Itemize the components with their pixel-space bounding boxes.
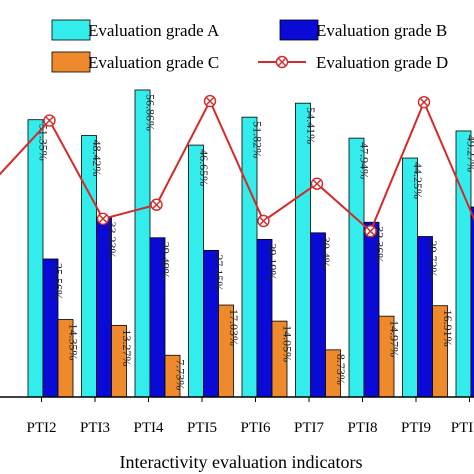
bar-value-label: 29.19% <box>266 243 280 280</box>
bar-value-label: 29.49% <box>159 242 173 279</box>
bar-labels-layer: 51.35% 48.42% 56.86% 46.65% 51.82% 54.41% 47.9… <box>37 94 474 390</box>
bar-value-label: 29.72% <box>426 241 440 278</box>
bar-value-label: 17.03% <box>227 309 241 346</box>
legend-label: Evaluation grade D <box>316 53 448 72</box>
bar-value-label: 48.42% <box>90 140 104 177</box>
bar-value-label: 8.73% <box>334 354 348 385</box>
line-point-pti6 <box>257 214 270 228</box>
legend-label: Evaluation grade C <box>88 53 219 72</box>
bar-a-pti6 <box>241 116 258 398</box>
bar-value-label: 16.91% <box>441 310 455 347</box>
legend-item-1: Evaluation grade A <box>51 19 220 41</box>
bar-value-label: 25.56% <box>52 263 66 300</box>
bar-a-pti7 <box>295 102 311 398</box>
bars-layer <box>27 89 474 398</box>
bar-value-label: 49.27% <box>465 135 474 172</box>
bar-a-pti4 <box>134 89 151 398</box>
x-tick-label-pti2: PTI2 <box>27 420 57 436</box>
bar-value-label: 14.05% <box>281 325 295 362</box>
line-point-pti3 <box>96 212 110 226</box>
x-tick-label-pti3: PTI3 <box>80 420 110 436</box>
bar-value-label: 46.65% <box>197 149 211 186</box>
x-tick-label-pti8: PTI8 <box>348 420 378 436</box>
line-point-pti5 <box>203 94 217 108</box>
line-point-pti8 <box>364 225 377 238</box>
bar-value-label: 44.25% <box>411 162 425 199</box>
x-ticks-layer: PTI2 PTI3 PTI4 PTI5 PTI6 PTI7 PTI8 PTI9 PTI10 <box>27 397 474 436</box>
line-point-pti9 <box>417 95 431 109</box>
x-tick-label-pti5: PTI5 <box>187 420 217 436</box>
bar-a-pti2 <box>27 119 44 398</box>
line-point-pti4 <box>150 198 163 211</box>
bar-value-label: 13.27% <box>120 329 134 366</box>
legend-item-4: Evaluation grade D <box>258 53 448 72</box>
bar-value-label: 14.35% <box>67 324 81 361</box>
x-tick-label-pti7: PTI7 <box>294 420 325 436</box>
bar-value-label: 14.97% <box>388 320 402 357</box>
bar-value-label: 51.82% <box>251 121 265 158</box>
bar-value-label: 7.73% <box>174 359 188 390</box>
x-axis-label: Interactivity evaluation indicators <box>120 452 363 472</box>
bar-value-label: 27.15% <box>212 254 226 291</box>
legend-label: Evaluation grade A <box>88 21 220 40</box>
line-layer <box>0 94 474 238</box>
legend-label: Evaluation grade B <box>316 21 447 40</box>
x-tick-label-pti4: PTI4 <box>134 420 165 436</box>
line-point-pti2 <box>43 114 56 127</box>
bar-value-label: 33.23% <box>105 222 119 259</box>
bar-value-label: 30.4% <box>319 237 333 268</box>
legend-swatch <box>51 51 91 73</box>
x-tick-label-pti9: PTI9 <box>401 420 431 436</box>
legend-item-2: Evaluation grade B <box>279 19 447 41</box>
bar-value-label: 51.35% <box>37 124 51 161</box>
x-tick-label-pti6: PTI6 <box>241 420 272 436</box>
bar-value-label: 47.94% <box>358 142 372 179</box>
bar-value-label: 54.41% <box>304 107 318 144</box>
legend-swatch <box>51 19 91 41</box>
bar-b-pti10 <box>470 206 474 398</box>
bar-value-label: 32.36% <box>373 226 387 263</box>
legend: Evaluation grade A Evaluation grade B Eval… <box>51 19 448 73</box>
x-tick-label-pti10: PTI10 <box>451 420 474 436</box>
bar-value-label: 56.86% <box>144 94 158 131</box>
legend-item-3: Evaluation grade C <box>51 51 219 73</box>
legend-swatch <box>279 19 319 41</box>
line-point-pti7 <box>310 177 324 190</box>
